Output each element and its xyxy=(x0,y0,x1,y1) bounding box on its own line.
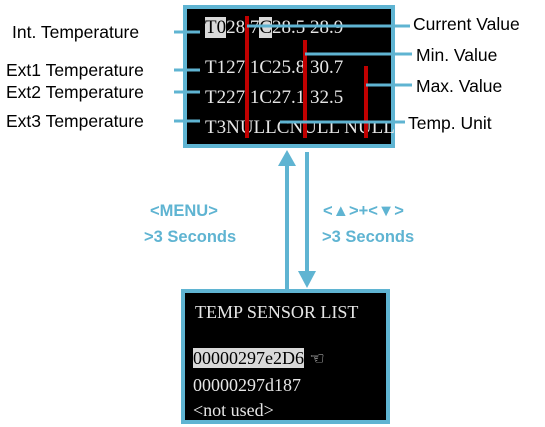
sensor-id: T3 xyxy=(205,117,227,138)
label-ext3-temperature: Ext3 Temperature xyxy=(6,111,144,131)
updown-duration-caption: >3 Seconds xyxy=(322,228,415,246)
temp-unit: C xyxy=(259,87,273,108)
min-value: 25.8 xyxy=(272,57,306,78)
sensor-list-title: TEMP SENSOR LIST xyxy=(195,302,359,322)
label-current-value: Current Value xyxy=(413,14,520,34)
label-temp-unit: Temp. Unit xyxy=(408,113,492,133)
max-value: 30.7 xyxy=(310,57,344,78)
pointing-hand-icon: ☜ xyxy=(304,349,325,369)
current-value: 28.7 xyxy=(226,17,260,38)
menu-key-caption: <MENU> xyxy=(150,202,218,220)
sensor-address: 00000297e2D6 xyxy=(193,348,304,368)
max-value: 32.5 xyxy=(310,87,344,108)
updown-key-caption: <▲>+<▼> xyxy=(323,202,404,220)
screen-row-t2: T227.1C27.1 32.5 xyxy=(205,87,343,109)
sensor-list-item[interactable]: <not used> xyxy=(193,400,274,420)
label-max-value: Max. Value xyxy=(416,76,503,96)
label-ext2-temperature: Ext2 Temperature xyxy=(6,82,144,102)
sensor-list-item-selected[interactable]: 00000297e2D6 ☜ xyxy=(193,347,325,370)
sensor-id: T0 xyxy=(205,17,227,38)
current-value: NULL xyxy=(226,117,277,138)
arrow-down-icon xyxy=(298,271,316,288)
menu-duration-caption: >3 Seconds xyxy=(144,228,237,246)
label-int-temperature: Int. Temperature xyxy=(12,22,140,42)
label-ext1-temperature: Ext1 Temperature xyxy=(6,60,144,80)
screen-row-t1: T127.1C25.8 30.7 xyxy=(205,57,343,79)
temp-unit: C xyxy=(259,57,273,78)
sensor-id: T2 xyxy=(205,87,227,108)
sensor-list-item[interactable]: 00000297d187 xyxy=(193,375,301,395)
sensor-id: T1 xyxy=(205,57,227,78)
arrow-up-icon xyxy=(278,150,296,166)
current-value: 27.1 xyxy=(226,57,260,78)
label-min-value: Min. Value xyxy=(416,45,498,65)
min-value: 27.1 xyxy=(272,87,306,108)
current-value: 27.1 xyxy=(226,87,260,108)
sensor-list-screen: TEMP SENSOR LIST 00000297e2D6 ☜ 00000297… xyxy=(181,289,390,424)
